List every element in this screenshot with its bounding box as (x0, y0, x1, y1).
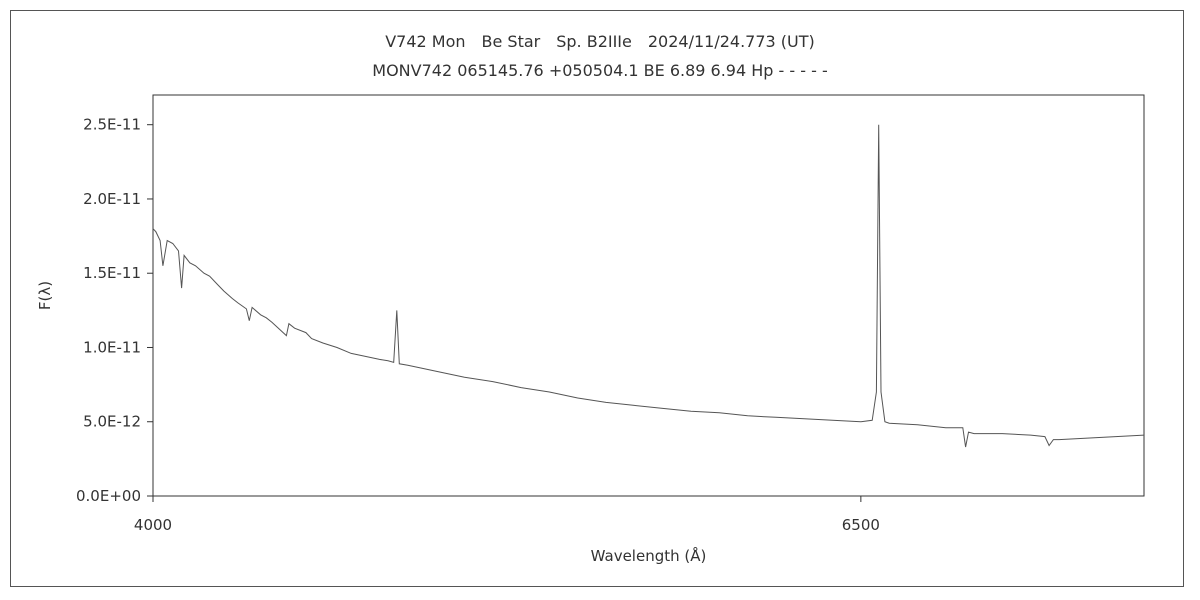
x-tick-label: 4000 (134, 516, 172, 534)
x-axis-label: Wavelength (Å) (591, 546, 707, 565)
y-tick-label: 1.0E-11 (83, 338, 141, 356)
spectrum-line (152, 124, 1145, 448)
plot-area (152, 94, 1145, 497)
chart-title: V742 Mon Be Star Sp. B2IIIe 2024/11/24.7… (385, 32, 815, 51)
x-axis-ticks: 4000 6500 (134, 496, 880, 534)
y-tick-label: 2.5E-11 (83, 116, 141, 134)
y-tick-label: 0.0E+00 (76, 487, 141, 505)
x-tick-label: 6500 (842, 516, 880, 534)
y-tick-label: 2.0E-11 (83, 190, 141, 208)
chart-subtitle: MONV742 065145.76 +050504.1 BE 6.89 6.94… (372, 61, 828, 80)
y-axis-label: F(λ) (36, 281, 54, 310)
y-axis-ticks: 0.0E+00 5.0E-12 1.0E-11 1.5E-11 2.0E-11 2.5E-… (76, 116, 153, 505)
chart-frame (10, 10, 1184, 587)
y-tick-label: 1.5E-11 (83, 264, 141, 282)
y-tick-label: 5.0E-12 (83, 413, 141, 431)
